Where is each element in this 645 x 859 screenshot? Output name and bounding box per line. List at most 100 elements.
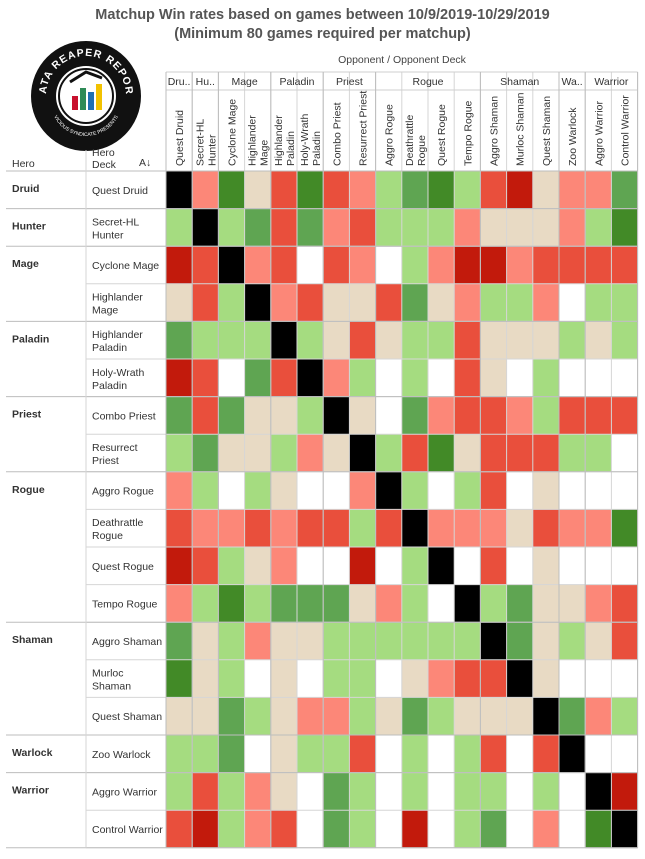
heatmap-cell[interactable] [401,622,429,661]
heatmap-cell[interactable] [585,171,612,209]
heatmap-cell[interactable] [428,810,455,849]
heatmap-cell[interactable] [611,434,638,473]
heatmap-cell[interactable] [192,735,219,773]
heatmap-cell[interactable] [480,471,507,510]
heatmap-cell[interactable] [585,810,612,849]
heatmap-cell[interactable] [428,396,455,435]
heatmap-cell[interactable] [297,735,324,773]
heatmap-cell[interactable] [192,584,219,623]
heatmap-cell[interactable] [532,171,560,209]
heatmap-cell[interactable] [349,208,376,247]
heatmap-cell[interactable] [297,622,324,661]
heatmap-cell[interactable] [559,622,586,661]
heatmap-cell[interactable] [375,471,403,510]
heatmap-cell[interactable] [454,547,481,585]
heatmap-cell[interactable] [375,509,403,548]
sort-ascending-icon[interactable]: A↓ [139,157,151,169]
heatmap-cell[interactable] [428,471,455,510]
heatmap-cell[interactable] [454,509,481,548]
heatmap-cell[interactable] [506,434,534,473]
heatmap-cell[interactable] [585,396,612,435]
heatmap-cell[interactable] [192,208,219,247]
heatmap-cell[interactable] [532,208,560,247]
heatmap-cell[interactable] [270,509,298,548]
heatmap-cell[interactable] [270,359,298,397]
heatmap-cell[interactable] [428,772,455,811]
heatmap-cell[interactable] [218,735,245,773]
heatmap-cell[interactable] [401,471,429,510]
heatmap-cell[interactable] [192,697,219,736]
heatmap-cell[interactable] [218,321,245,360]
heatmap-cell[interactable] [506,171,534,209]
heatmap-cell[interactable] [401,772,429,811]
heatmap-cell[interactable] [480,208,507,247]
heatmap-cell[interactable] [428,171,455,209]
heatmap-cell[interactable] [480,359,507,397]
heatmap-cell[interactable] [611,622,638,661]
heatmap-cell[interactable] [349,321,376,360]
heatmap-cell[interactable] [506,622,534,661]
heatmap-cell[interactable] [375,584,403,623]
heatmap-cell[interactable] [532,622,560,661]
heatmap-cell[interactable] [428,246,455,285]
heatmap-cell[interactable] [218,171,245,209]
heatmap-cell[interactable] [401,396,429,435]
heatmap-cell[interactable] [349,246,376,285]
heatmap-cell[interactable] [349,772,376,811]
heatmap-cell[interactable] [454,697,481,736]
heatmap-cell[interactable] [244,171,272,209]
heatmap-cell[interactable] [270,735,298,773]
heatmap-cell[interactable] [375,359,403,397]
heatmap-cell[interactable] [218,246,245,285]
heatmap-cell[interactable] [244,697,272,736]
heatmap-cell[interactable] [166,471,193,510]
heatmap-cell[interactable] [244,810,272,849]
heatmap-cell[interactable] [611,584,638,623]
heatmap-cell[interactable] [480,622,507,661]
heatmap-cell[interactable] [375,171,403,209]
heatmap-cell[interactable] [506,772,534,811]
heatmap-cell[interactable] [323,547,350,585]
heatmap-cell[interactable] [270,171,298,209]
heatmap-cell[interactable] [323,471,350,510]
heatmap-cell[interactable] [349,509,376,548]
heatmap-cell[interactable] [349,810,376,849]
heatmap-cell[interactable] [375,772,403,811]
heatmap-cell[interactable] [559,283,586,322]
heatmap-cell[interactable] [244,735,272,773]
heatmap-cell[interactable] [349,697,376,736]
heatmap-cell[interactable] [375,697,403,736]
heatmap-cell[interactable] [532,735,560,773]
heatmap-cell[interactable] [401,283,429,322]
heatmap-cell[interactable] [349,622,376,661]
heatmap-cell[interactable] [559,359,586,397]
heatmap-cell[interactable] [218,622,245,661]
heatmap-cell[interactable] [192,283,219,322]
heatmap-cell[interactable] [585,434,612,473]
heatmap-cell[interactable] [349,283,376,322]
heatmap-cell[interactable] [559,584,586,623]
heatmap-cell[interactable] [585,359,612,397]
heatmap-cell[interactable] [323,697,350,736]
heatmap-cell[interactable] [532,547,560,585]
heatmap-cell[interactable] [244,471,272,510]
heatmap-cell[interactable] [454,810,481,849]
heatmap-cell[interactable] [454,434,481,473]
heatmap-cell[interactable] [454,622,481,661]
heatmap-cell[interactable] [401,547,429,585]
heatmap-cell[interactable] [270,434,298,473]
heatmap-cell[interactable] [585,772,612,811]
heatmap-cell[interactable] [192,321,219,360]
heatmap-cell[interactable] [323,321,350,360]
heatmap-cell[interactable] [454,283,481,322]
heatmap-cell[interactable] [454,246,481,285]
heatmap-cell[interactable] [166,735,193,773]
heatmap-cell[interactable] [585,471,612,510]
heatmap-cell[interactable] [532,246,560,285]
heatmap-cell[interactable] [611,547,638,585]
heatmap-cell[interactable] [297,772,324,811]
heatmap-cell[interactable] [166,396,193,435]
heatmap-cell[interactable] [532,471,560,510]
heatmap-cell[interactable] [532,509,560,548]
heatmap-cell[interactable] [559,697,586,736]
